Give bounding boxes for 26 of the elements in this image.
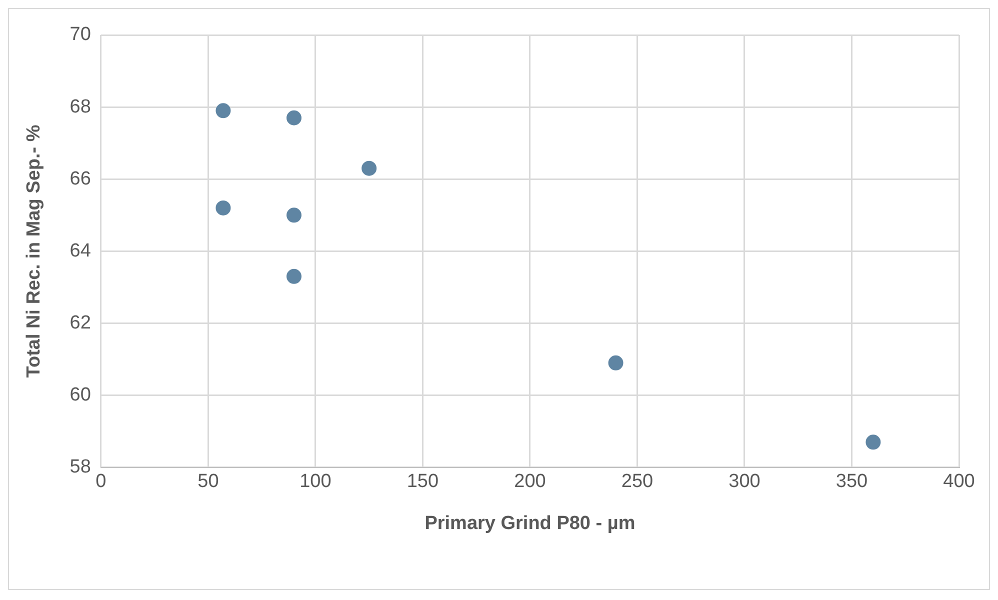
x-axis-title: Primary Grind P80 - µm: [424, 512, 636, 534]
y-tick-label: 70: [70, 24, 91, 46]
x-tick-label: 50: [198, 471, 219, 492]
point: [608, 355, 624, 370]
x-tick-label: 200: [514, 471, 546, 492]
x-tick-label: 350: [836, 471, 868, 492]
y-axis-title: Total Ni Rec. in Mag Sep.- %: [24, 124, 45, 378]
y-tick-label: 64: [70, 240, 92, 262]
y-tick-label: 58: [70, 456, 91, 478]
y-tick-label: 66: [70, 168, 91, 190]
point: [362, 160, 377, 176]
x-tick-label: 100: [300, 471, 332, 492]
point: [866, 434, 881, 450]
x-tick-label: 300: [728, 471, 760, 492]
point: [216, 103, 231, 118]
x-tick-label: 400: [943, 471, 975, 492]
point: [286, 208, 302, 223]
y-tick-label: 60: [70, 384, 91, 406]
y-tick-label: 68: [70, 96, 91, 118]
point: [286, 110, 302, 126]
x-tick-label: 0: [96, 471, 106, 492]
x-tick-label: 150: [406, 471, 439, 492]
point: [286, 268, 302, 284]
y-tick-label: 62: [70, 312, 91, 334]
point: [216, 200, 231, 216]
x-tick-label: 250: [621, 471, 654, 492]
